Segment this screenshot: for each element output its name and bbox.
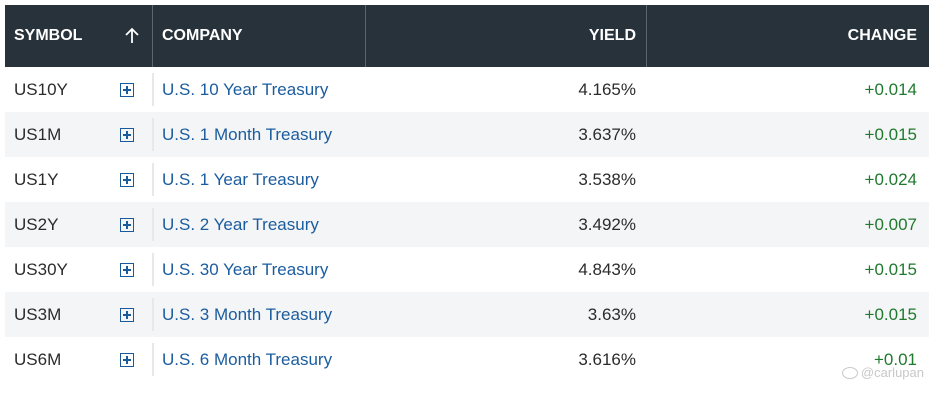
column-divider — [152, 5, 153, 67]
symbol-cell: US6M — [14, 349, 62, 369]
yield-cell: 3.616% — [578, 349, 636, 369]
watermark-text: @carlupan — [860, 365, 924, 380]
yield-cell: 3.63% — [587, 304, 636, 324]
change-cell: +0.015 — [864, 124, 917, 144]
table-row: US3M U.S. 3 Month Treasury 3.63% +0.015 — [5, 292, 929, 337]
company-link[interactable]: U.S. 6 Month Treasury — [162, 349, 333, 369]
table-row: US6M U.S. 6 Month Treasury 3.616% +0.01 — [5, 337, 929, 382]
column-divider — [646, 5, 647, 67]
table-row: US1M U.S. 1 Month Treasury 3.637% +0.015 — [5, 112, 929, 157]
change-cell: +0.015 — [864, 259, 917, 279]
company-link[interactable]: U.S. 1 Year Treasury — [162, 169, 319, 189]
symbol-cell: US30Y — [14, 259, 68, 279]
column-header-company-label: COMPANY — [162, 27, 243, 44]
column-divider — [152, 163, 154, 196]
yield-cell: 4.843% — [578, 259, 636, 279]
company-link[interactable]: U.S. 2 Year Treasury — [162, 214, 319, 234]
add-to-watchlist-icon[interactable] — [120, 307, 134, 322]
weibo-icon — [841, 366, 858, 379]
column-divider — [365, 5, 366, 67]
change-cell: +0.015 — [864, 304, 917, 324]
add-to-watchlist-icon[interactable] — [120, 172, 134, 187]
column-divider — [152, 298, 154, 331]
column-header-symbol-label: SYMBOL — [14, 27, 83, 44]
table-row: US2Y U.S. 2 Year Treasury 3.492% +0.007 — [5, 202, 929, 247]
add-to-watchlist-icon[interactable] — [120, 82, 134, 97]
column-header-symbol[interactable]: SYMBOL — [5, 5, 152, 67]
arrow-up-icon[interactable] — [124, 27, 140, 45]
change-cell: +0.024 — [864, 169, 917, 189]
add-to-watchlist-icon[interactable] — [120, 262, 134, 277]
column-header-yield[interactable]: YIELD — [366, 5, 646, 67]
table-row: US10Y U.S. 10 Year Treasury 4.165% +0.01… — [5, 67, 929, 112]
column-header-change[interactable]: CHANGE — [647, 5, 929, 67]
column-divider — [152, 253, 154, 286]
company-link[interactable]: U.S. 10 Year Treasury — [162, 79, 329, 99]
yield-cell: 3.492% — [578, 214, 636, 234]
watermark: @carlupan — [841, 365, 924, 380]
add-to-watchlist-icon[interactable] — [120, 352, 134, 367]
yield-cell: 4.165% — [578, 79, 636, 99]
treasury-table: SYMBOL COMPANY YIELD CHANGE US10Y U.S. 1… — [5, 5, 929, 382]
column-divider — [152, 343, 154, 376]
change-cell: +0.014 — [864, 79, 917, 99]
column-divider — [152, 118, 154, 151]
table-row: US1Y U.S. 1 Year Treasury 3.538% +0.024 — [5, 157, 929, 202]
symbol-cell: US1M — [14, 124, 62, 144]
company-link[interactable]: U.S. 3 Month Treasury — [162, 304, 333, 324]
change-cell: +0.007 — [864, 214, 917, 234]
yield-cell: 3.538% — [578, 169, 636, 189]
symbol-cell: US2Y — [14, 214, 59, 234]
table-row: US30Y U.S. 30 Year Treasury 4.843% +0.01… — [5, 247, 929, 292]
symbol-cell: US3M — [14, 304, 62, 324]
column-divider — [152, 73, 154, 106]
column-divider — [152, 208, 154, 241]
symbol-cell: US1Y — [14, 169, 59, 189]
column-header-yield-label: YIELD — [588, 27, 636, 44]
yield-cell: 3.637% — [578, 124, 636, 144]
company-link[interactable]: U.S. 1 Month Treasury — [162, 124, 333, 144]
table-header: SYMBOL COMPANY YIELD CHANGE — [5, 5, 929, 67]
change-cell: +0.01 — [873, 349, 917, 369]
company-link[interactable]: U.S. 30 Year Treasury — [162, 259, 329, 279]
column-header-change-label: CHANGE — [847, 27, 917, 44]
add-to-watchlist-icon[interactable] — [120, 127, 134, 142]
add-to-watchlist-icon[interactable] — [120, 217, 134, 232]
column-header-company[interactable]: COMPANY — [153, 5, 365, 67]
symbol-cell: US10Y — [14, 79, 68, 99]
